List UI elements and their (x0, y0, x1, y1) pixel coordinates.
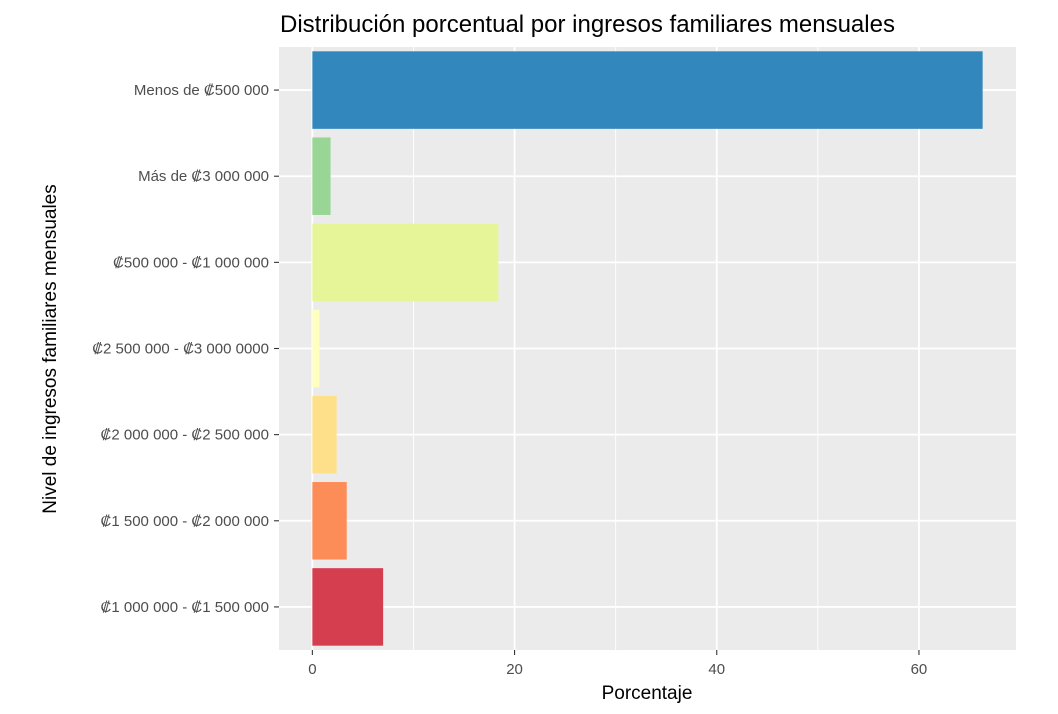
bar (312, 223, 499, 302)
bar (312, 51, 983, 129)
bar (312, 137, 331, 215)
bars (312, 51, 983, 646)
y-tick-label: ₡2 000 000 - ₡2 500 000 (101, 427, 269, 444)
x-tick-label: 40 (708, 661, 725, 678)
bar (312, 482, 347, 560)
y-tick-label: ₡2 500 000 - ₡3 000 0000 (92, 341, 269, 358)
x-axis-title: Porcentaje (602, 683, 693, 704)
bar (312, 568, 384, 646)
y-tick-label: ₡1 500 000 - ₡2 000 000 (101, 513, 269, 530)
y-tick-label: Menos de ₡500 000 (134, 82, 269, 99)
bar (312, 395, 337, 474)
x-tick-label: 20 (506, 661, 523, 678)
y-tick-label: Más de ₡3 000 000 (138, 168, 269, 185)
x-tick-label: 0 (308, 661, 316, 678)
bar (312, 309, 320, 388)
y-axis-title: Nivel de ingresos familiares mensuales (40, 184, 61, 513)
chart-title: Distribución porcentual por ingresos fam… (280, 11, 895, 38)
y-tick-label: ₡500 000 - ₡1 000 000 (113, 254, 269, 271)
x-axis: 0 20 40 60 (308, 650, 927, 678)
x-tick-label: 60 (911, 661, 928, 678)
y-tick-label: ₡1 000 000 - ₡1 500 000 (101, 599, 269, 616)
y-axis: Menos de ₡500 000 Más de ₡3 000 000 ₡500 0… (92, 82, 279, 616)
